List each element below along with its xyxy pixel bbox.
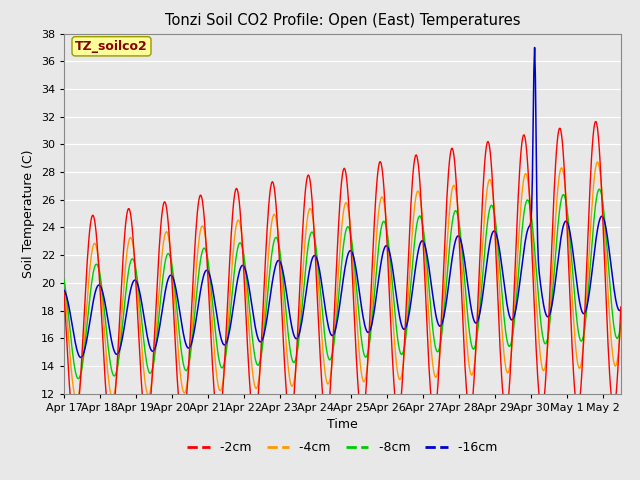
Y-axis label: Soil Temperature (C): Soil Temperature (C) (22, 149, 35, 278)
Text: TZ_soilco2: TZ_soilco2 (75, 40, 148, 53)
Title: Tonzi Soil CO2 Profile: Open (East) Temperatures: Tonzi Soil CO2 Profile: Open (East) Temp… (164, 13, 520, 28)
Legend:  -2cm,  -4cm,  -8cm,  -16cm: -2cm, -4cm, -8cm, -16cm (182, 436, 502, 459)
X-axis label: Time: Time (327, 418, 358, 431)
